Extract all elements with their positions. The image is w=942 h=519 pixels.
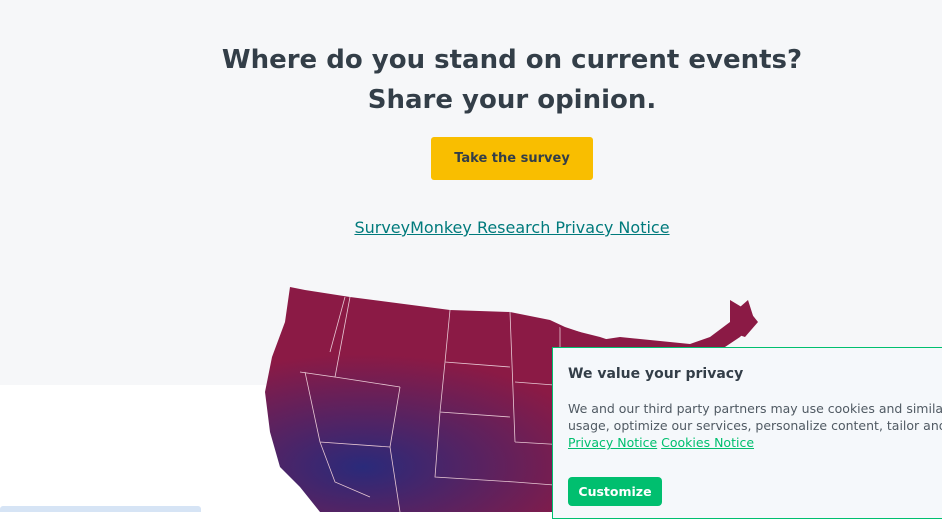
research-privacy-notice-link[interactable]: SurveyMonkey Research Privacy Notice <box>354 218 670 237</box>
customize-button[interactable]: Customize <box>568 477 662 506</box>
cookie-text-line-2: usage, optimize our services, personaliz… <box>568 418 942 433</box>
title-line-1: Where do you stand on current events? <box>221 45 803 75</box>
cookies-notice-link[interactable]: Cookies Notice <box>661 435 755 450</box>
cookie-text-line-1: We and our third party partners may use … <box>568 401 942 416</box>
horizontal-scrollbar[interactable] <box>0 506 201 512</box>
michigan-shape <box>560 327 615 347</box>
privacy-notice-link[interactable]: Privacy Notice <box>568 435 658 450</box>
title-line-2: Share your opinion. <box>367 85 657 115</box>
cookie-banner-text: We and our third party partners may use … <box>568 400 942 451</box>
take-survey-button[interactable]: Take the survey <box>431 137 593 180</box>
cookie-banner-title: We value your privacy <box>568 366 744 382</box>
cookie-consent-banner: We value your privacy We and our third p… <box>552 347 942 519</box>
maine-shape <box>730 300 758 337</box>
page-title: Where do you stand on current events? Sh… <box>0 40 942 120</box>
